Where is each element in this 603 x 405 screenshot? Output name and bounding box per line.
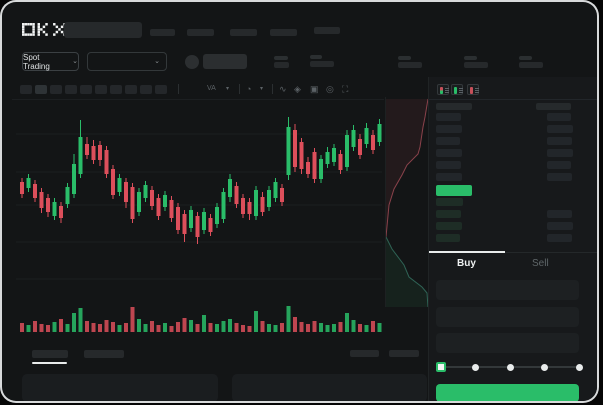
ask-price-bar[interactable] (436, 149, 462, 157)
wave-tool-icon[interactable]: ∿ (279, 84, 287, 94)
amount-bar (547, 222, 573, 230)
amount-bar (547, 137, 572, 145)
bottom-action-placeholder[interactable] (389, 350, 419, 357)
depth-chart (385, 98, 429, 307)
orders-panel (22, 374, 218, 401)
slider-stop[interactable] (472, 363, 479, 371)
bottom-action-placeholder[interactable] (350, 350, 379, 357)
nav-item-placeholder[interactable] (270, 29, 297, 36)
okx-logo (22, 23, 66, 36)
bottom-tab-active-placeholder[interactable] (32, 350, 68, 358)
amount-bar (547, 125, 573, 133)
amount-column-header-placeholder (536, 103, 571, 110)
app-window: Spot Trading ⌄ ⌄ VA ▾ ◔ ▾ ∿ ◈ ▣ ◎ ⛶ (2, 2, 597, 401)
tab-sell[interactable]: Sell (532, 258, 549, 269)
orderbook-view-buy-icon[interactable] (451, 84, 463, 95)
amount-bar (547, 113, 571, 121)
bid-price-bar[interactable] (436, 198, 463, 206)
pair-name-placeholder[interactable] (203, 54, 247, 69)
nav-item-placeholder[interactable] (187, 29, 214, 36)
divider (429, 99, 597, 100)
market-type-selector[interactable]: Spot Trading ⌄ (22, 52, 79, 71)
ask-price-bar[interactable] (436, 173, 462, 181)
amount-bar (547, 234, 572, 242)
amount-bar (547, 161, 571, 169)
ask-price-bar[interactable] (436, 161, 461, 169)
chevron-down-icon: ⌄ (154, 58, 160, 65)
amount-input[interactable] (436, 307, 579, 327)
tab-buy[interactable]: Buy (457, 258, 476, 269)
stat-value-placeholder (464, 62, 488, 68)
orderbook-view-all-icon[interactable] (437, 84, 449, 95)
divider (12, 99, 384, 100)
stat-value-placeholder (274, 62, 289, 68)
orderbook-view-sell-icon[interactable] (467, 84, 479, 95)
chevron-down-icon[interactable]: ▾ (226, 86, 230, 92)
fullscreen-icon[interactable]: ⛶ (342, 84, 349, 94)
chevron-down-icon: ⌄ (72, 58, 78, 65)
ask-price-bar[interactable] (436, 125, 462, 133)
market-type-label: Spot Trading (23, 52, 50, 71)
active-tab-indicator (429, 251, 505, 253)
stat-label-placeholder (398, 56, 411, 60)
stat-label-placeholder (274, 56, 288, 60)
total-input[interactable] (436, 333, 579, 353)
active-tab-underline (32, 362, 67, 364)
trade-sidebar: Buy Sell (428, 77, 597, 401)
pair-selector[interactable]: ⌄ (87, 52, 167, 71)
slider-handle[interactable] (436, 362, 446, 372)
slider-stop[interactable] (575, 363, 583, 371)
divider (385, 97, 386, 307)
brush-tool-icon[interactable]: ◈ (294, 84, 301, 94)
buy-button[interactable] (436, 384, 579, 401)
ask-price-bar[interactable] (436, 113, 461, 121)
stat-label-placeholder (310, 55, 322, 59)
interval-button-active[interactable] (35, 85, 47, 94)
amount-bar (547, 173, 572, 181)
bottom-tab-placeholder[interactable] (84, 350, 124, 358)
slider-stop[interactable] (506, 363, 514, 371)
interval-button[interactable] (20, 85, 32, 94)
interval-button[interactable] (110, 85, 122, 94)
nav-item-placeholder[interactable] (314, 27, 340, 34)
stat-value-placeholder (398, 62, 422, 68)
target-icon[interactable]: ◎ (326, 84, 334, 94)
interval-button[interactable] (125, 85, 137, 94)
price-column-header-placeholder (436, 103, 472, 110)
interval-button[interactable] (155, 85, 167, 94)
chevron-down-icon[interactable]: ▾ (260, 86, 264, 92)
ask-price-bar[interactable] (436, 137, 460, 145)
last-price-badge (436, 185, 472, 196)
stat-value-placeholder (519, 62, 543, 68)
chart-type-icon[interactable]: ◔ (246, 84, 252, 94)
slider-stop[interactable] (541, 363, 548, 371)
search-input[interactable] (64, 22, 142, 38)
interval-button[interactable] (140, 85, 152, 94)
interval-button[interactable] (95, 85, 107, 94)
bid-price-bar[interactable] (436, 210, 461, 218)
stat-value-placeholder (310, 61, 334, 67)
tabs-divider (429, 252, 597, 253)
interval-button[interactable] (50, 85, 62, 94)
assets-panel (232, 374, 427, 401)
interval-button[interactable] (65, 85, 77, 94)
amount-bar (547, 210, 572, 218)
chart-style-dropdown[interactable]: VA (207, 85, 216, 92)
stat-label-placeholder (519, 56, 532, 60)
amount-bar (547, 149, 573, 157)
nav-item-placeholder[interactable] (230, 29, 257, 36)
camera-icon[interactable]: ▣ (310, 84, 319, 94)
bid-price-bar[interactable] (436, 222, 462, 230)
nav-item-placeholder[interactable] (150, 29, 175, 36)
interval-button[interactable] (80, 85, 92, 94)
stat-label-placeholder (464, 56, 477, 60)
bid-price-bar[interactable] (436, 234, 460, 242)
coin-icon (185, 55, 199, 69)
price-input[interactable] (436, 280, 579, 300)
